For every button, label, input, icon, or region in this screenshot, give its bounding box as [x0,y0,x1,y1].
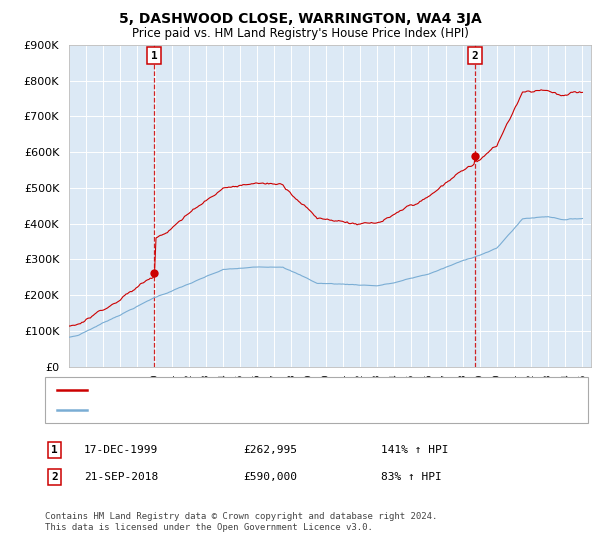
Text: 5, DASHWOOD CLOSE, WARRINGTON, WA4 3JA: 5, DASHWOOD CLOSE, WARRINGTON, WA4 3JA [119,12,481,26]
Text: Price paid vs. HM Land Registry's House Price Index (HPI): Price paid vs. HM Land Registry's House … [131,27,469,40]
Text: 1: 1 [151,50,157,60]
Text: 5, DASHWOOD CLOSE, WARRINGTON, WA4 3JA (detached house): 5, DASHWOOD CLOSE, WARRINGTON, WA4 3JA (… [93,385,437,395]
Text: £590,000: £590,000 [243,472,297,482]
Text: 141% ↑ HPI: 141% ↑ HPI [381,445,449,455]
Text: 2: 2 [472,50,478,60]
Text: Contains HM Land Registry data © Crown copyright and database right 2024.
This d: Contains HM Land Registry data © Crown c… [45,512,437,532]
Text: £262,995: £262,995 [243,445,297,455]
Text: 17-DEC-1999: 17-DEC-1999 [84,445,158,455]
Text: HPI: Average price, detached house, Warrington: HPI: Average price, detached house, Warr… [93,405,380,415]
Text: 2: 2 [51,472,58,482]
Text: 1: 1 [51,445,58,455]
Text: 83% ↑ HPI: 83% ↑ HPI [381,472,442,482]
Text: 21-SEP-2018: 21-SEP-2018 [84,472,158,482]
